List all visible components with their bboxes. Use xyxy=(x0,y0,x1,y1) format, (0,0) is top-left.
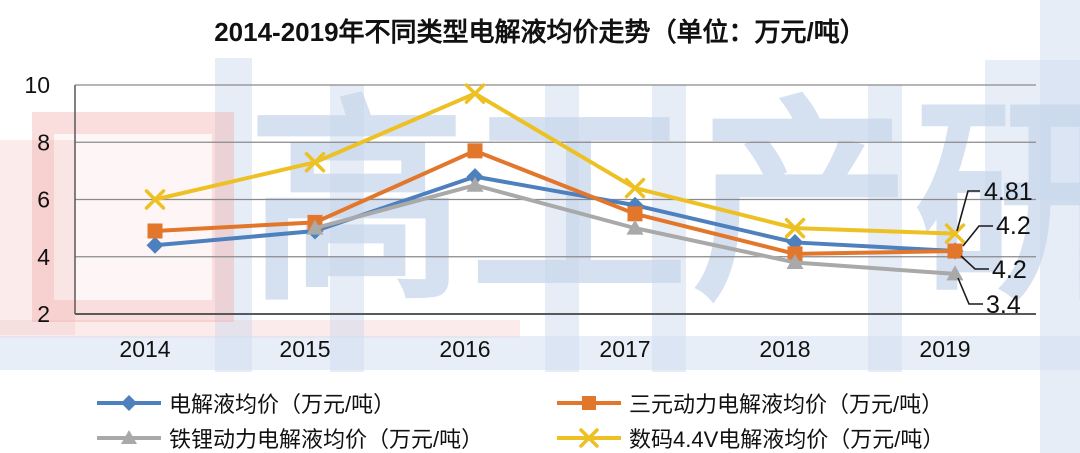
x-axis-tick-label: 2018 xyxy=(759,336,810,362)
triangle-marker xyxy=(306,219,324,235)
y-axis-tick-label: 10 xyxy=(24,72,50,98)
square-marker xyxy=(947,243,963,259)
series-x xyxy=(144,83,966,244)
diamond-marker xyxy=(146,236,164,254)
data-value-label: 4.2 xyxy=(992,256,1027,284)
chart-title: 2014-2019年不同类型电解液均价走势（单位：万元/吨） xyxy=(214,17,866,47)
x-axis-tick-label: 2014 xyxy=(119,336,170,362)
y-axis-tick-label: 2 xyxy=(37,301,50,327)
legend-x-marker xyxy=(557,428,621,448)
legend-item-x: 数码4.4V电解液均价（万元/吨） xyxy=(555,422,944,453)
x-marker xyxy=(579,428,599,448)
legend-triangle-marker xyxy=(97,430,161,444)
legend-label: 数码4.4V电解液均价（万元/吨） xyxy=(629,427,945,452)
diamond-marker xyxy=(121,395,137,411)
square-marker xyxy=(787,246,803,262)
square-marker xyxy=(147,223,163,239)
legend-label: 铁锂动力电解液均价（万元/吨） xyxy=(169,427,484,452)
series-square xyxy=(147,143,963,262)
y-axis-tick-label: 6 xyxy=(37,187,50,213)
annotation-leader-line xyxy=(956,190,980,232)
data-value-label: 4.81 xyxy=(984,178,1033,206)
legend-label: 三元动力电解液均价（万元/吨） xyxy=(629,392,944,417)
y-axis-tick-label: 8 xyxy=(37,129,50,155)
x-marker xyxy=(624,177,646,199)
legend-item-diamond: 电解液均价（万元/吨） xyxy=(95,387,395,419)
annotation-leader-line xyxy=(960,255,989,270)
triangle-marker xyxy=(946,265,964,281)
x-axis-tick-label: 2015 xyxy=(279,336,330,362)
triangle-marker xyxy=(626,219,644,235)
legend-diamond-marker xyxy=(97,395,161,411)
diamond-marker xyxy=(466,168,484,186)
series-line xyxy=(154,91,956,236)
series-triangle xyxy=(306,176,964,281)
x-marker xyxy=(464,83,486,104)
annotation-leader-line xyxy=(957,277,983,305)
data-value-label: 3.4 xyxy=(986,291,1021,319)
legend-label: 电解液均价（万元/吨） xyxy=(169,392,396,417)
legend-item-square: 三元动力电解液均价（万元/吨） xyxy=(555,387,943,419)
x-axis-tick-label: 2016 xyxy=(439,336,490,362)
price-trend-line-chart: 2 4 6 8 10 2014 2015 2016 2017 2018 2019 4.81 4.2 4.2… xyxy=(24,72,1036,362)
triangle-marker xyxy=(466,176,484,192)
series-line xyxy=(154,148,956,256)
x-marker xyxy=(944,223,966,244)
triangle-marker xyxy=(121,430,137,444)
data-value-label: 4.2 xyxy=(996,212,1031,240)
x-axis-tick-label: 2017 xyxy=(599,336,650,362)
square-marker xyxy=(627,206,643,222)
square-marker xyxy=(582,396,596,410)
x-axis-tick-label: 2019 xyxy=(919,336,970,362)
y-axis-tick-label: 4 xyxy=(37,244,50,270)
legend-square-marker xyxy=(557,396,621,410)
square-marker xyxy=(467,143,483,159)
x-marker xyxy=(304,152,326,173)
series-line xyxy=(154,174,956,254)
x-marker xyxy=(144,189,166,210)
triangle-marker xyxy=(786,253,804,269)
x-marker xyxy=(784,217,806,239)
legend-item-triangle: 铁锂动力电解液均价（万元/吨） xyxy=(95,422,483,453)
annotation-leader-line xyxy=(962,225,993,247)
